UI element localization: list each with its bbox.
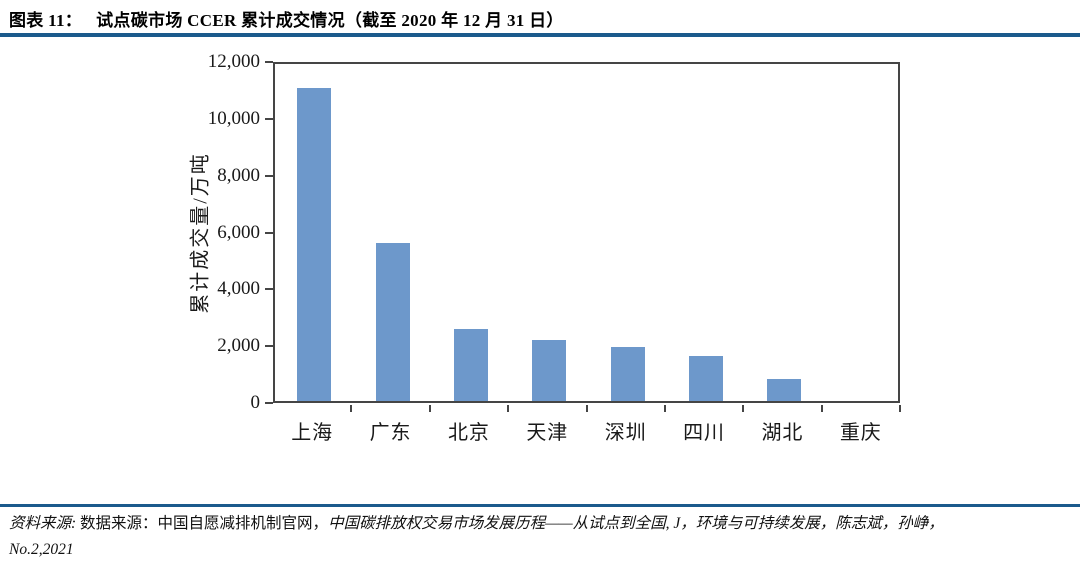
bar-湖北 xyxy=(767,379,802,401)
y-tick-label: 8,000 xyxy=(217,164,260,186)
y-tick-label: 12,000 xyxy=(207,51,260,72)
x-category-label-北京: 北京 xyxy=(447,422,490,444)
source-note-line2: No.2,2021 xyxy=(9,541,74,558)
x-tick-mark xyxy=(663,405,666,412)
x-category-label-上海: 上海 xyxy=(291,422,334,444)
x-tick-mark xyxy=(585,405,588,412)
x-tick-mark xyxy=(350,405,353,412)
y-tick-mark xyxy=(265,402,273,404)
footer-divider xyxy=(0,504,1080,507)
y-tick-mark xyxy=(265,288,273,291)
x-category-label-深圳: 深圳 xyxy=(604,422,647,444)
x-tick-mark xyxy=(742,405,745,412)
bar-广东 xyxy=(375,243,410,401)
bar-上海 xyxy=(297,88,332,401)
y-tick-mark xyxy=(265,231,273,234)
source-text: 数据来源：中国自愿减排机制官网， xyxy=(76,515,329,532)
title-divider xyxy=(0,33,1080,37)
x-category-label-重庆: 重庆 xyxy=(839,422,882,444)
bar-北京 xyxy=(453,329,488,401)
bar-深圳 xyxy=(610,347,645,401)
figure-title: 图表 11： 试点碳市场 CCER 累计成交情况（截至 2020 年 12 月 3… xyxy=(9,6,1071,31)
figure-number-label: 图表 11： xyxy=(9,11,83,30)
x-category-label-天津: 天津 xyxy=(526,422,569,444)
source-note: 资料来源: 数据来源：中国自愿减排机制官网，中国碳排放权交易市场发展历程——从试… xyxy=(9,511,1077,533)
bar-四川 xyxy=(689,356,724,401)
y-tick-mark xyxy=(265,174,273,177)
plot-area xyxy=(273,62,900,403)
source-citation: 中国碳排放权交易市场发展历程——从试点到全国, J，环境与可持续发展，陈志斌，孙… xyxy=(328,515,944,532)
y-tick-label: 6,000 xyxy=(217,221,260,243)
x-tick-mark xyxy=(820,405,823,412)
x-category-label-四川: 四川 xyxy=(683,422,726,444)
bar-天津 xyxy=(532,340,567,401)
x-tick-mark xyxy=(507,405,510,412)
y-tick-mark xyxy=(265,61,273,63)
y-tick-label: 2,000 xyxy=(217,335,260,357)
x-tick-mark xyxy=(899,405,901,412)
y-tick-mark xyxy=(265,345,273,348)
bar-chart: 累计成交量/万吨 0 2,000 4,000 6,000 8,000 10,000 12,0… xyxy=(0,51,1080,462)
y-tick-label: 0 xyxy=(250,392,261,413)
y-tick-label: 10,000 xyxy=(207,107,260,129)
source-label: 资料来源: xyxy=(9,515,77,532)
x-tick-mark xyxy=(428,405,431,412)
figure-title-text: 试点碳市场 CCER 累计成交情况（截至 2020 年 12 月 31 日） xyxy=(96,11,564,30)
y-tick-mark xyxy=(265,117,273,120)
y-tick-label: 4,000 xyxy=(217,278,260,300)
x-category-label-广东: 广东 xyxy=(369,422,412,444)
x-category-label-湖北: 湖北 xyxy=(761,422,804,444)
